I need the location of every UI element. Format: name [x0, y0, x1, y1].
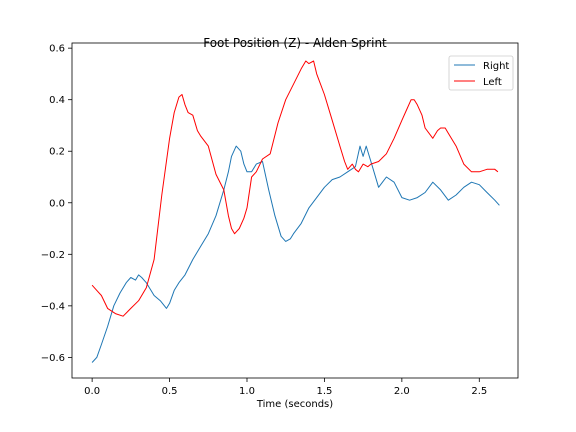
plot-lines [91, 60, 500, 363]
x-tick-label: 0.0 [84, 386, 100, 397]
x-tick-label: 1.5 [316, 386, 332, 397]
y-tick-label: 0.6 [49, 44, 65, 55]
y-tick-label: 0.2 [49, 147, 65, 158]
x-tick-label: 1.0 [239, 386, 255, 397]
y-tick-label: −0.6 [41, 353, 65, 364]
series-line-left [91, 60, 499, 317]
legend: Right Left [448, 55, 514, 91]
x-axis-label: Time (seconds) [256, 399, 333, 410]
x-tick-label: 0.5 [162, 386, 178, 397]
plot-frame [71, 42, 519, 379]
y-tick-label: 0.4 [49, 95, 65, 106]
y-tick-label: 0.0 [49, 198, 65, 209]
legend-label-left: Left [483, 77, 502, 88]
legend-label-right: Right [483, 61, 509, 72]
y-axis-ticks: −0.6 −0.4 −0.2 0.0 0.2 0.4 0.6 [41, 44, 72, 364]
x-axis-ticks: 0.0 0.5 1.0 1.5 2.0 2.5 [84, 378, 487, 397]
x-tick-label: 2.0 [394, 386, 410, 397]
x-tick-label: 2.5 [471, 386, 487, 397]
series-line-right [91, 145, 500, 363]
y-tick-label: −0.2 [41, 250, 65, 261]
y-tick-label: −0.4 [41, 301, 65, 312]
